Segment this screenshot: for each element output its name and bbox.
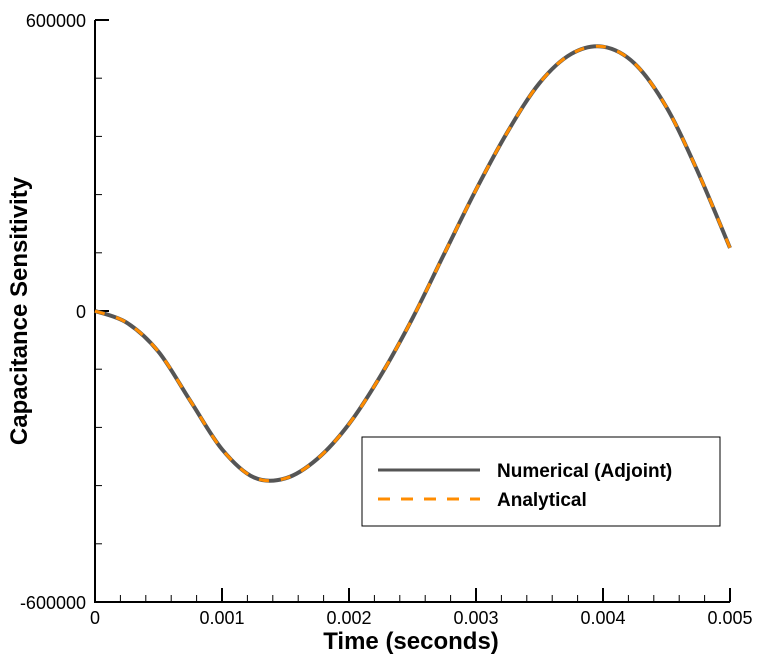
- series-line-numerical: [94, 44, 732, 483]
- x-tick-label: 0.004: [580, 608, 625, 628]
- x-tick-label: 0.005: [707, 608, 752, 628]
- legend-label-analytical: Analytical: [497, 490, 587, 511]
- x-tick-label: 0: [90, 608, 100, 628]
- x-tick-label: 0.002: [326, 608, 371, 628]
- series-line-analytical: [94, 44, 732, 483]
- y-axis-title: Capacitance Sensitivity: [6, 176, 33, 445]
- legend-box: [361, 436, 721, 527]
- x-axis-title: Time (seconds): [323, 628, 499, 655]
- series-layer: [94, 44, 732, 483]
- y-tick-label: 600000: [26, 11, 86, 31]
- y-tick-label: -600000: [20, 593, 86, 613]
- x-tick-label: 0.001: [199, 608, 244, 628]
- y-tick-label: 0: [76, 302, 86, 322]
- x-tick-label: 0.003: [453, 608, 498, 628]
- legend: Numerical (Adjoint) Analytical: [361, 436, 721, 527]
- legend-label-numerical: Numerical (Adjoint): [497, 461, 672, 482]
